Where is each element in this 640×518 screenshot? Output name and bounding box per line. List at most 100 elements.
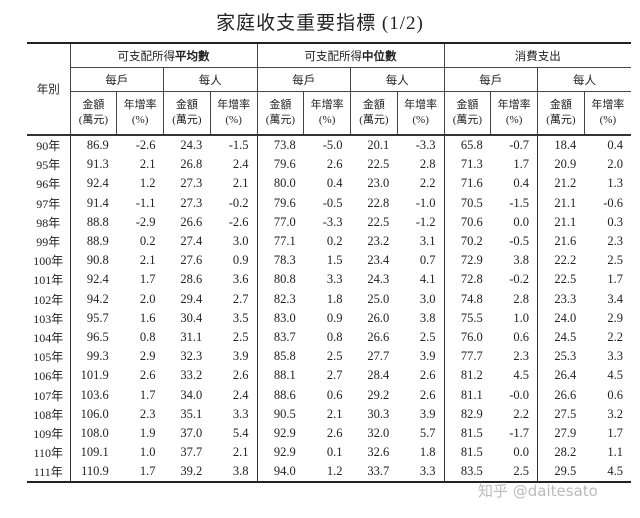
value-cell: 27.3 (180, 176, 203, 191)
watermark: 知乎 @daitesato (478, 482, 598, 500)
value-cell: 3.9 (419, 406, 436, 421)
table-row: 95年 91.3 2.1 26.8 2.4 79.6 2.6 22.5 2.8 71.3 1.7 20… (27, 155, 631, 175)
value-cell: -2.6 (228, 214, 249, 229)
value-cell: -5.0 (322, 138, 343, 153)
value-cell: 27.9 (537, 423, 585, 443)
value-cell: 80.8 (256, 270, 304, 290)
value-cell: 82.9 (443, 404, 491, 424)
value-cell: 70.2 (443, 231, 491, 252)
value-cell: 77.0 (256, 212, 304, 232)
value-cell: 3.8 (419, 310, 436, 325)
value-cell: 2.9 (139, 349, 156, 364)
value-cell: 2.1 (139, 157, 156, 172)
value-cell: 3.9 (232, 349, 249, 364)
value-cell: 26.8 (180, 157, 203, 172)
value-cell: 3.0 (419, 291, 436, 306)
value-cell: 2.3 (607, 234, 623, 249)
value-cell: 3.4 (607, 291, 623, 306)
table-row: 104年 96.5 0.8 31.1 2.5 83.7 0.8 26.6 2.5 76.0 0.6 2… (27, 327, 631, 348)
value-cell: 5.4 (232, 425, 249, 440)
value-cell: -1.5 (509, 195, 529, 210)
value-cell: 0.6 (326, 387, 343, 402)
value-cell: 26.6 (537, 385, 585, 405)
value-cell: 92.9 (256, 423, 304, 443)
value-cell: 37.0 (180, 425, 203, 440)
value-cell: 35.1 (180, 406, 203, 421)
value-cell: 2.1 (232, 445, 249, 460)
value-cell: 0.9 (326, 310, 343, 325)
value-cell: 4.5 (513, 368, 529, 383)
year-cell: 107年 (33, 388, 64, 403)
value-cell: 90.5 (256, 404, 304, 424)
value-cell: 83.0 (256, 308, 304, 328)
value-cell: 99.3 (69, 347, 117, 367)
table-row: 110年 109.1 1.0 37.7 2.1 92.9 0.1 32.6 1.8 81.5 0.0… (27, 443, 631, 463)
table-row: 97年 91.4 -1.1 27.3 -0.2 79.6 -0.5 22.8 -1.0 70.5 -… (27, 193, 631, 213)
value-cell: 1.7 (607, 425, 623, 440)
per-household-header: 每戶 (443, 67, 538, 92)
growth-rate-header: 年增率 (%) (303, 91, 351, 136)
value-cell: 106.0 (69, 404, 117, 424)
value-cell: -1.1 (135, 195, 156, 210)
table-row: 109年 108.0 1.9 37.0 5.4 92.9 2.6 32.0 5.7 81.5 -1.… (27, 423, 631, 443)
table-row: 100年 90.8 2.1 27.6 0.9 78.3 1.5 23.4 0.7 72.9 3.8 2… (27, 251, 631, 271)
value-cell: 0.4 (513, 176, 529, 191)
value-cell: 27.5 (537, 404, 585, 424)
value-cell: 1.7 (139, 464, 156, 479)
value-cell: 23.3 (537, 289, 585, 309)
value-cell: 22.5 (537, 270, 585, 290)
indicator-table: 年別 可支配所得平均數 可支配所得中位數 消費支出 每戶 每人 每戶 每人 每戶 每人 金… (27, 42, 631, 484)
amount-header: 金額 (萬元) (537, 91, 585, 136)
value-cell: 21.2 (537, 174, 585, 194)
value-cell: 78.3 (256, 251, 304, 271)
value-cell: 83.7 (256, 327, 304, 348)
value-cell: 2.7 (232, 291, 249, 306)
value-cell: 3.3 (419, 464, 436, 479)
value-cell: 1.9 (139, 425, 156, 440)
value-cell: 2.8 (419, 157, 436, 172)
table-row: 107年 103.6 1.7 34.0 2.4 88.6 0.6 29.2 2.6 81.1 -0.… (27, 385, 631, 405)
value-cell: 70.5 (443, 193, 491, 213)
table-row: 103年 95.7 1.6 30.4 3.5 83.0 0.9 26.0 3.8 75.5 1.0 2… (27, 308, 631, 328)
value-cell: 2.2 (419, 176, 436, 191)
value-cell: 21.6 (537, 231, 585, 252)
value-cell: 2.5 (232, 329, 249, 344)
value-cell: 1.7 (139, 272, 156, 287)
value-cell: 110.9 (69, 462, 117, 483)
value-cell: 79.6 (256, 155, 304, 175)
table-row: 102年 94.2 2.0 29.4 2.7 82.3 1.8 25.0 3.0 74.8 2.8 2… (27, 289, 631, 309)
value-cell: 3.0 (232, 234, 249, 249)
value-cell: -0.2 (509, 272, 529, 287)
value-cell: -2.9 (135, 214, 156, 229)
value-cell: 26.6 (367, 329, 390, 344)
value-cell: 88.9 (69, 231, 117, 252)
value-cell: 86.9 (69, 135, 117, 156)
table-row: 101年 92.4 1.7 28.6 3.6 80.8 3.3 24.3 4.1 72.8 -0.2… (27, 270, 631, 290)
value-cell: 77.7 (443, 347, 491, 367)
value-cell: -0.6 (603, 195, 623, 210)
value-cell: 108.0 (69, 423, 117, 443)
value-cell: -0.5 (509, 234, 529, 249)
value-cell: 33.2 (180, 368, 203, 383)
value-cell: 21.1 (537, 212, 585, 232)
amount-header: 金額 (萬元) (163, 91, 211, 136)
year-cell: 90年 (36, 139, 61, 154)
value-cell: 95.7 (69, 308, 117, 328)
value-cell: 0.8 (139, 329, 156, 344)
value-cell: 2.1 (139, 253, 156, 268)
value-cell: 24.3 (180, 138, 203, 153)
value-cell: 94.2 (69, 289, 117, 309)
value-cell: 27.6 (180, 253, 203, 268)
value-cell: 94.0 (256, 462, 304, 483)
value-cell: 74.8 (443, 289, 491, 309)
value-cell: 0.8 (326, 329, 343, 344)
value-cell: 92.4 (69, 174, 117, 194)
value-cell: -0.5 (322, 195, 343, 210)
value-cell: 25.3 (537, 347, 585, 367)
value-cell: 92.4 (69, 270, 117, 290)
value-cell: 33.7 (367, 464, 390, 479)
value-cell: 0.6 (607, 387, 623, 402)
per-person-header: 每人 (537, 67, 631, 92)
value-cell: 77.1 (256, 231, 304, 252)
value-cell: -2.6 (135, 138, 156, 153)
